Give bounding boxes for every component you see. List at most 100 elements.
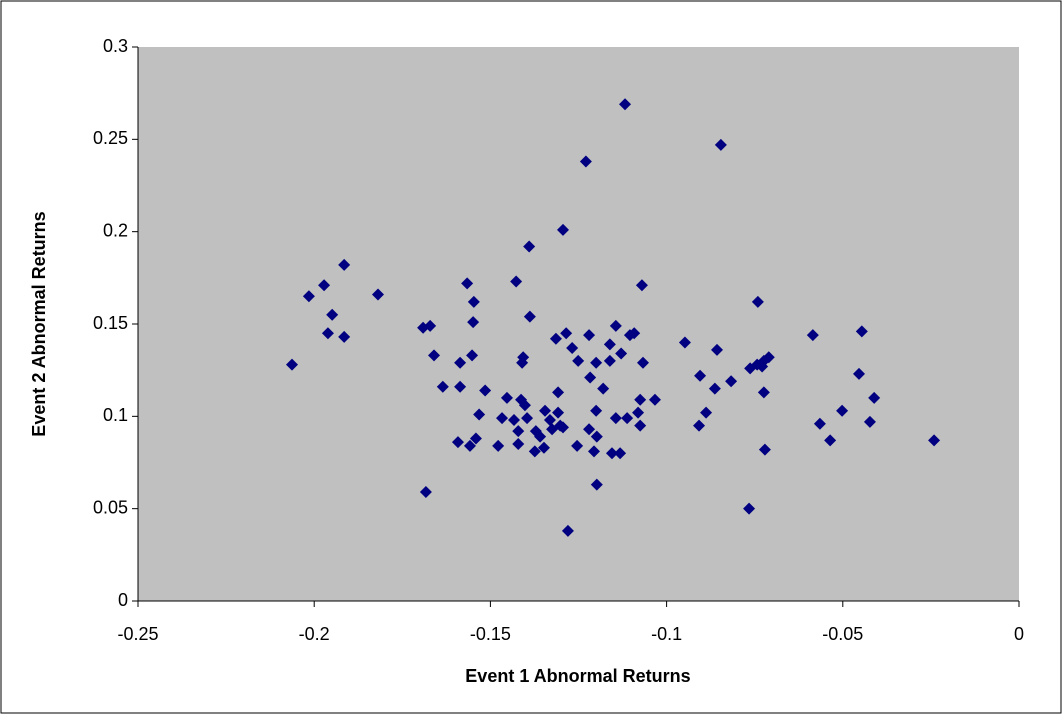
- point: [714, 138, 727, 151]
- x-tick-label: -0.25: [117, 624, 158, 644]
- point: [590, 478, 603, 491]
- point: [549, 332, 562, 345]
- point: [597, 382, 610, 395]
- y-tick-label: 0.1: [103, 405, 128, 425]
- point: [326, 308, 339, 321]
- point: [614, 447, 627, 460]
- x-tick-label: -0.15: [470, 624, 511, 644]
- point: [521, 412, 534, 425]
- point: [579, 155, 592, 168]
- point: [590, 404, 603, 417]
- point: [467, 295, 480, 308]
- y-tick-label: 0.05: [93, 497, 128, 517]
- point: [338, 258, 351, 271]
- point: [588, 445, 601, 458]
- x-tick-label: -0.05: [822, 624, 863, 644]
- point: [473, 408, 486, 421]
- point: [512, 425, 525, 438]
- point: [571, 439, 584, 452]
- point: [863, 415, 876, 428]
- point: [619, 98, 632, 111]
- point: [516, 356, 529, 369]
- point: [543, 414, 556, 427]
- point: [615, 347, 628, 360]
- point: [693, 419, 706, 432]
- point: [419, 486, 432, 499]
- point: [751, 295, 764, 308]
- point: [537, 441, 550, 454]
- point: [590, 430, 603, 443]
- point: [552, 406, 565, 419]
- point: [678, 336, 691, 349]
- point: [496, 412, 509, 425]
- y-tick-label: 0.3: [103, 36, 128, 56]
- y-axis-title: Event 2 Abnormal Returns: [29, 211, 49, 436]
- point: [512, 438, 525, 451]
- point: [590, 356, 603, 369]
- point: [710, 343, 723, 356]
- point: [285, 358, 298, 371]
- point: [868, 391, 881, 404]
- point: [302, 290, 315, 303]
- point: [436, 380, 449, 393]
- point: [632, 406, 645, 419]
- point: [552, 386, 565, 399]
- point: [584, 371, 597, 384]
- point: [836, 404, 849, 417]
- point: [757, 386, 770, 399]
- x-tick-label: 0: [1014, 624, 1024, 644]
- point: [648, 393, 661, 406]
- point: [928, 434, 941, 447]
- point: [508, 414, 521, 427]
- point: [609, 319, 622, 332]
- point: [636, 356, 649, 369]
- point: [806, 329, 819, 342]
- point: [338, 330, 351, 343]
- point: [621, 412, 634, 425]
- point: [583, 423, 596, 436]
- point: [479, 384, 492, 397]
- point: [758, 443, 771, 456]
- point: [539, 404, 552, 417]
- point: [572, 354, 585, 367]
- y-tick-label: 0.25: [93, 128, 128, 148]
- plot-area: [138, 47, 1019, 601]
- point: [528, 445, 541, 458]
- point: [556, 421, 569, 434]
- point: [492, 439, 505, 452]
- point: [708, 382, 721, 395]
- point: [451, 436, 464, 449]
- point: [628, 327, 641, 340]
- point: [603, 354, 616, 367]
- point: [428, 349, 441, 362]
- y-tick-label: 0.15: [93, 313, 128, 333]
- point: [694, 369, 707, 382]
- point: [855, 325, 868, 338]
- x-tick-label: -0.2: [299, 624, 330, 644]
- point: [635, 279, 648, 292]
- point: [463, 439, 476, 452]
- y-tick-label: 0: [118, 590, 128, 610]
- point: [371, 288, 384, 301]
- point: [523, 310, 536, 323]
- point: [523, 240, 536, 253]
- point: [424, 319, 437, 332]
- point: [466, 349, 479, 362]
- point: [634, 393, 647, 406]
- point: [510, 275, 523, 288]
- point: [469, 432, 482, 445]
- x-tick-label: -0.1: [651, 624, 682, 644]
- point: [725, 375, 738, 388]
- point: [813, 417, 826, 430]
- point: [743, 502, 756, 515]
- point: [321, 327, 334, 340]
- point: [634, 419, 647, 432]
- point: [583, 329, 596, 342]
- point: [318, 279, 331, 292]
- point: [566, 342, 579, 355]
- point: [518, 399, 531, 412]
- point: [603, 338, 616, 351]
- point: [561, 524, 574, 537]
- point: [824, 434, 837, 447]
